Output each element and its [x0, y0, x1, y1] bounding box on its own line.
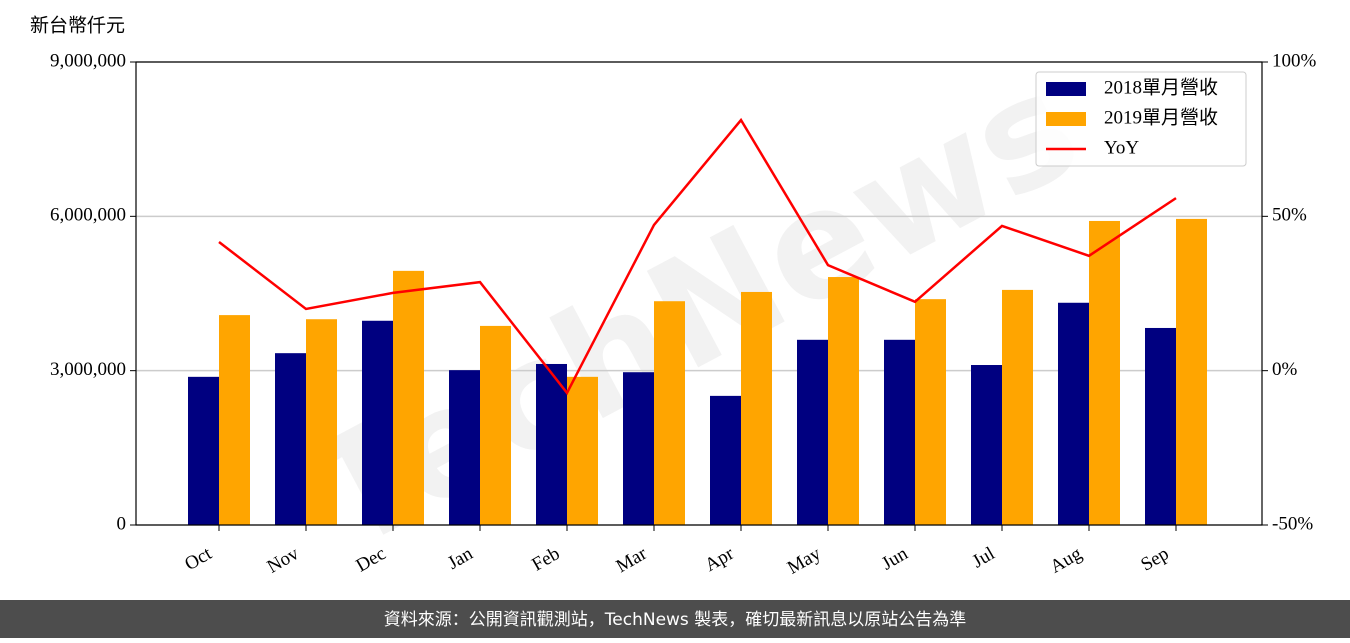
bar	[915, 299, 946, 525]
legend-label: YoY	[1104, 137, 1139, 158]
y-tick-label: 9,000,000	[50, 50, 126, 71]
bar	[828, 277, 859, 525]
y-axis-label: 新台幣仟元	[30, 15, 125, 37]
x-tick-label: Mar	[613, 543, 651, 577]
bar	[1002, 289, 1033, 525]
bar	[480, 325, 511, 525]
x-tick-label: May	[784, 543, 825, 579]
x-tick-label: Jun	[878, 543, 912, 575]
y2-tick-label: 0%	[1272, 359, 1298, 380]
x-tick-label: Apr	[701, 543, 738, 576]
bar	[275, 353, 306, 525]
y-tick-label: 0	[117, 513, 127, 534]
footer-bar	[0, 600, 1350, 638]
legend-swatch	[1046, 82, 1086, 96]
y2-tick-label: -50%	[1272, 513, 1313, 534]
x-tick-label: Sep	[1137, 543, 1172, 575]
footer-text: 資料來源：公開資訊觀測站，TechNews 製表，確切最新訊息以原站公告為準	[384, 610, 966, 630]
bar	[393, 270, 424, 525]
x-tick-label: Jul	[969, 543, 999, 572]
bar	[623, 372, 654, 525]
bar	[449, 370, 480, 525]
bar	[654, 301, 685, 525]
plot-frame	[135, 61, 1263, 526]
bar	[188, 376, 219, 525]
bar	[741, 291, 772, 525]
legend-box	[1035, 71, 1247, 167]
bar	[1089, 220, 1120, 526]
x-tick-label: Feb	[528, 543, 563, 575]
bar	[1145, 327, 1176, 525]
bar	[567, 376, 598, 525]
x-tick-label: Nov	[264, 543, 303, 578]
y-tick-label: 3,000,000	[50, 359, 126, 380]
bar	[884, 339, 915, 525]
x-tick-label: Aug	[1047, 543, 1086, 578]
bar	[797, 339, 828, 525]
legend-label: 2018單月營收	[1104, 76, 1218, 98]
line	[218, 117, 1177, 396]
bar	[306, 319, 337, 525]
x-tick-label: Oct	[181, 543, 216, 575]
y2-tick-label: 50%	[1272, 205, 1307, 226]
y2-tick-label: 100%	[1272, 50, 1317, 71]
legend-label: 2019單月營收	[1104, 106, 1218, 128]
bar	[1176, 218, 1207, 525]
legend-swatch	[1046, 112, 1086, 126]
bar	[710, 395, 741, 525]
bar	[536, 363, 567, 525]
bar	[1058, 302, 1089, 525]
x-tick-label: Jan	[444, 543, 477, 574]
bar	[362, 320, 393, 525]
bar	[971, 365, 1002, 525]
bar	[219, 315, 250, 525]
y-tick-label: 6,000,000	[50, 205, 126, 226]
